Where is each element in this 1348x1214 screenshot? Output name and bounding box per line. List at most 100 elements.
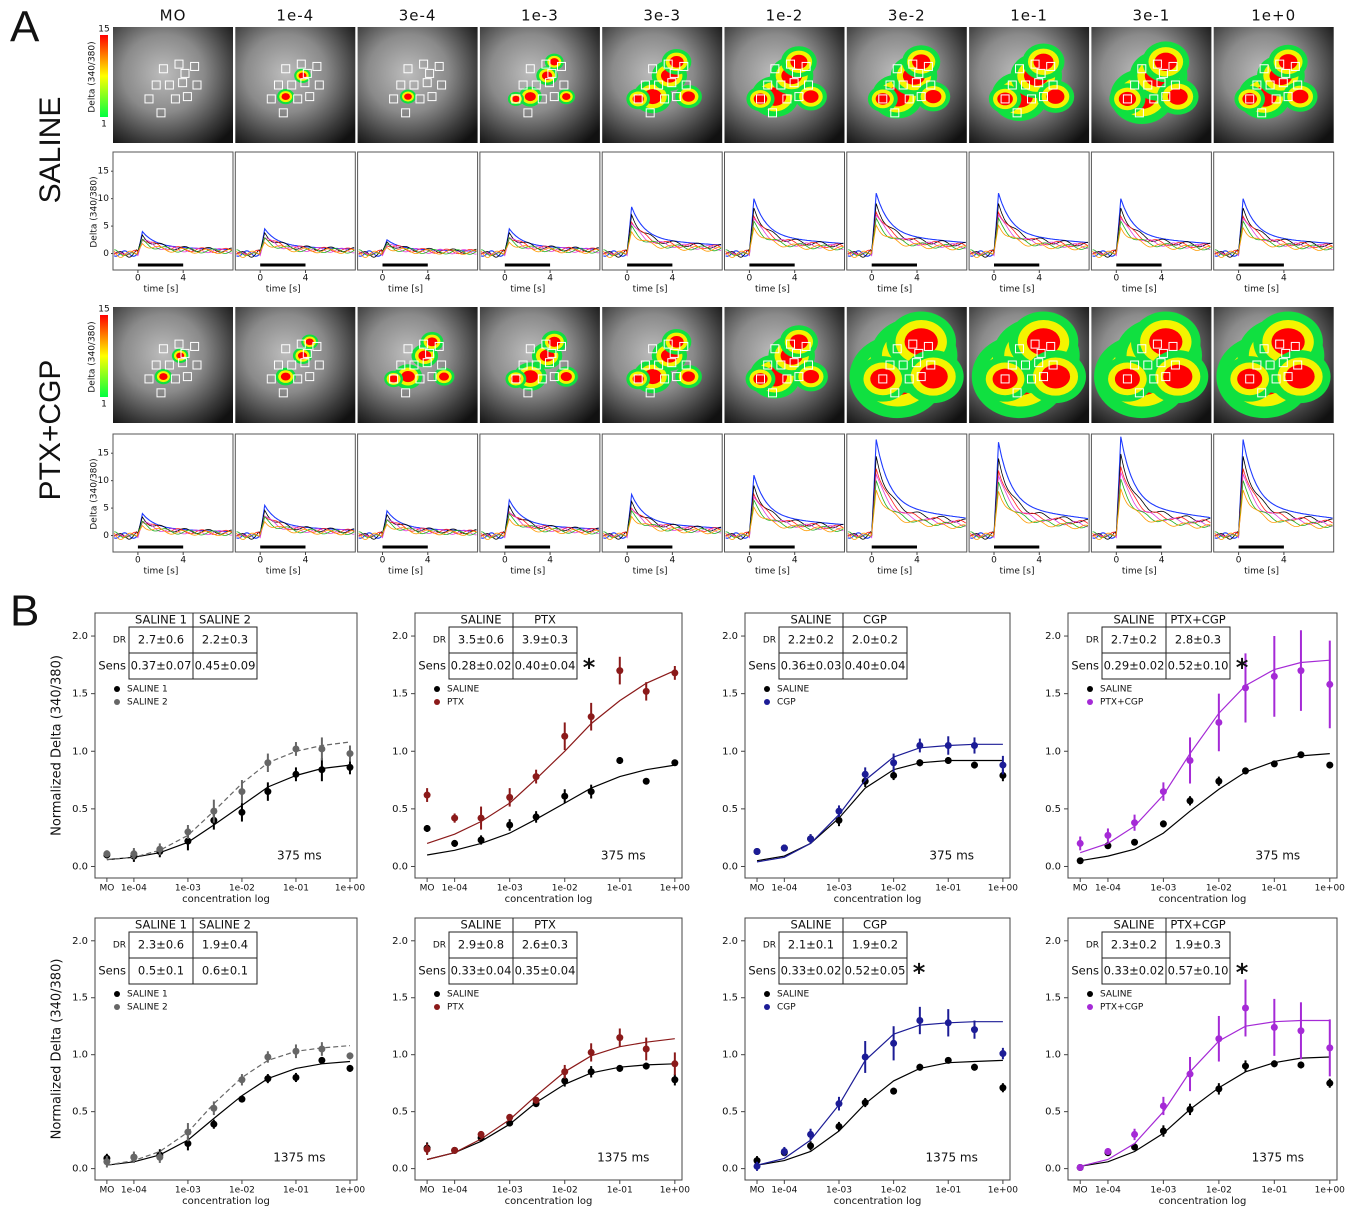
trace-x-tick-label: 4	[547, 556, 553, 566]
point	[1326, 762, 1333, 769]
point	[1187, 1106, 1194, 1113]
trace-x-tick-label: 0	[135, 274, 141, 284]
point	[945, 1019, 952, 1026]
column-label: 1e-2	[766, 7, 804, 25]
x-tick-label: 1e-04	[771, 1186, 797, 1196]
table-header: CGP	[863, 918, 887, 932]
colorbar-max: 15	[98, 25, 109, 35]
x-axis-label: concentration log	[505, 1196, 593, 1207]
point	[807, 1142, 814, 1149]
table-cell: 2.6±0.3	[522, 938, 568, 952]
point	[1271, 673, 1278, 680]
trace-x-tick-label: 4	[1159, 274, 1165, 284]
heat-blob	[790, 334, 808, 349]
trace-y-label: Delta (340/380)	[90, 458, 100, 529]
point	[1242, 1004, 1249, 1011]
point	[318, 766, 325, 773]
heat-blob	[1163, 365, 1192, 389]
point	[346, 764, 353, 771]
trace-y-tick-label: 0	[103, 531, 109, 541]
heat-blob	[670, 56, 684, 68]
legend-label: SALINE 2	[127, 698, 168, 708]
trace-x-tick-label: 4	[1281, 556, 1287, 566]
trace-y-tick-label: 10	[98, 194, 110, 204]
table-cell: 2.1±0.1	[788, 938, 834, 952]
x-tick-label: 1e-03	[175, 1186, 201, 1196]
x-tick-label: 1e-01	[1261, 1186, 1287, 1196]
table-header: PTX+CGP	[1170, 918, 1225, 932]
legend-marker	[114, 991, 120, 997]
heat-blob	[670, 336, 684, 348]
table-cell: 0.33±0.04	[451, 964, 512, 978]
table-cell: 1.9±0.4	[202, 938, 248, 952]
point	[1297, 667, 1304, 674]
heat-blob	[512, 96, 520, 102]
x-tick-label: 1e-01	[935, 884, 961, 894]
table-cell: 0.6±0.1	[202, 964, 248, 978]
significance: *	[583, 654, 596, 682]
x-tick-label: 1e+00	[335, 1186, 366, 1196]
point	[424, 792, 431, 799]
y-tick-label: 2.0	[392, 631, 408, 642]
table-row-label: DR	[113, 636, 126, 646]
point	[1187, 797, 1194, 804]
y-tick-label: 2.0	[722, 631, 738, 642]
x-tick-label: 1e-01	[935, 1186, 961, 1196]
heat-blob	[1041, 365, 1070, 389]
table-row-label: Sens	[418, 659, 446, 673]
trace-x-label: time [s]	[510, 285, 545, 295]
point	[1131, 839, 1138, 846]
legend-label: SALINE	[1100, 990, 1132, 1000]
legend-marker	[434, 686, 440, 692]
point	[292, 771, 299, 778]
point	[1160, 1128, 1167, 1135]
y-tick-label: 1.5	[1045, 689, 1061, 700]
trace-y-tick-label: 15	[98, 449, 109, 459]
point	[1160, 820, 1167, 827]
x-tick-label: MO	[750, 1186, 765, 1196]
legend-marker	[764, 699, 770, 705]
point	[1215, 778, 1222, 785]
point	[506, 1114, 513, 1121]
point	[643, 1063, 650, 1070]
y-tick-label: 2.0	[1045, 631, 1061, 642]
heat-blob	[281, 373, 291, 381]
trace-x-label: time [s]	[266, 285, 301, 295]
y-tick-label: 1.5	[722, 993, 738, 1004]
figure: A B MO1e-43e-41e-33e-31e-23e-21e-13e-11e…	[0, 0, 1348, 1214]
trace-x-label: time [s]	[633, 285, 668, 295]
table-row-label: DR	[433, 636, 446, 646]
point	[916, 1064, 923, 1071]
x-tick-label: 1e-01	[1261, 884, 1287, 894]
trace-x-tick-label: 4	[914, 556, 920, 566]
point	[184, 828, 191, 835]
trace-x-label: time [s]	[1244, 567, 1279, 577]
point	[781, 1148, 788, 1155]
point	[1326, 1080, 1333, 1087]
panel-label: B	[10, 587, 39, 636]
legend-marker	[114, 686, 120, 692]
y-tick-label: 2.0	[1045, 936, 1061, 947]
table-header: PTX	[534, 613, 556, 627]
point	[890, 1088, 897, 1095]
point	[1215, 719, 1222, 726]
point	[616, 1034, 623, 1041]
point	[862, 771, 869, 778]
table-row-label: DR	[1086, 636, 1099, 646]
trace-x-tick-label: 4	[1036, 274, 1042, 284]
point	[890, 1040, 897, 1047]
trace-x-tick-label: 4	[1036, 556, 1042, 566]
trace-x-label: time [s]	[143, 285, 178, 295]
y-tick-label: 0.0	[1045, 861, 1061, 872]
y-tick-label: 1.5	[72, 689, 88, 700]
table-header: SALINE 1	[135, 613, 187, 627]
colorbar	[100, 315, 108, 397]
micrograph	[235, 27, 355, 143]
point	[1131, 819, 1138, 826]
trace-x-tick-label: 0	[991, 556, 997, 566]
column-label: 3e-2	[888, 7, 926, 25]
point	[318, 1057, 325, 1064]
point	[1104, 1148, 1111, 1155]
point	[643, 1046, 650, 1053]
point	[807, 1131, 814, 1138]
